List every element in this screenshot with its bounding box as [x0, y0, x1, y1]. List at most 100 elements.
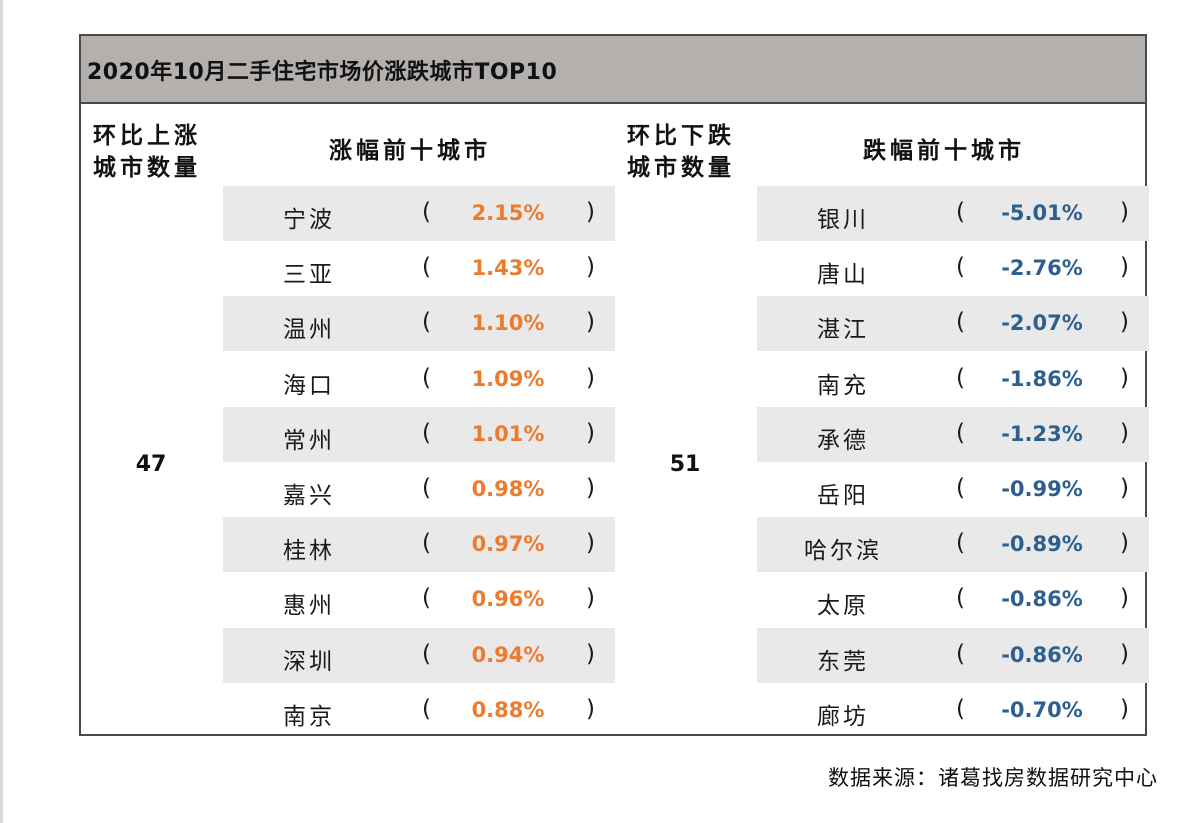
open-paren: ( [422, 695, 431, 722]
close-paren: ) [586, 475, 595, 501]
rising-city-name: 海口 [283, 372, 335, 399]
open-paren: ( [956, 254, 965, 281]
open-paren: ( [956, 199, 965, 225]
close-paren: ) [586, 309, 595, 336]
falling-change-value: -0.86% [1001, 642, 1083, 667]
open-paren: ( [422, 254, 431, 281]
close-paren: ) [1120, 585, 1129, 612]
falling-row: 太原 ( -0.86%) [757, 572, 1149, 627]
close-paren: ) [586, 364, 595, 391]
rising-count-value: 47 [135, 452, 167, 477]
rising-row: 常州 (1.01%) [223, 406, 615, 462]
falling-change-value: -1.86% [1001, 366, 1083, 391]
falling-change-value: -5.01% [1001, 201, 1083, 225]
close-paren: ) [1120, 254, 1129, 281]
close-paren: ) [586, 419, 595, 446]
open-paren: ( [956, 695, 965, 722]
rising-row: 宁波 (2.15%) [223, 186, 615, 241]
falling-count-header-line-2: 城市数量 [627, 155, 735, 181]
falling-row: 唐山 (-2.76%) [757, 241, 1149, 296]
falling-list-header: 跌幅前十城市 [863, 138, 1025, 164]
falling-row: 南充 ( -1.86%) [757, 352, 1149, 407]
rising-city-name: 嘉兴 [283, 483, 335, 509]
rising-count-header: 环比上涨 城市数量 [93, 120, 201, 184]
rising-city-name: 温州 [283, 317, 335, 344]
rising-row: 南京 (0.88%) [223, 683, 615, 738]
rising-row: 三亚 (1.43%) [223, 241, 615, 296]
falling-city-name: 太原 [817, 593, 869, 620]
rising-city-name: 三亚 [283, 262, 335, 289]
rising-count-header-line-1: 环比上涨 [93, 123, 201, 149]
rising-row: 惠州 (0.96%) [223, 572, 615, 627]
rising-change-value: 0.98% [471, 477, 545, 501]
rising-row: 海口 (1.09%) [223, 352, 615, 407]
rising-change-value: 1.09% [471, 366, 545, 391]
close-paren: ) [1120, 640, 1129, 667]
falling-count-value: 51 [669, 452, 701, 477]
falling-row: 廊坊 ( -0.70%) [757, 683, 1149, 738]
falling-change-value: -0.99% [1001, 477, 1083, 501]
falling-city-name: 东莞 [817, 648, 869, 675]
close-paren: ) [1120, 419, 1129, 446]
falling-row: 湛江 ( -2.07%) [757, 296, 1149, 352]
falling-row: 银川 (-5.01%) [757, 186, 1149, 241]
price-change-table: 2020年10月二手住宅市场价涨跌城市TOP10 环比上涨 城市数量 涨幅前十城… [79, 34, 1149, 738]
falling-city-name: 唐山 [817, 262, 869, 289]
rising-city-name: 惠州 [283, 593, 335, 620]
open-paren: ( [956, 475, 965, 501]
falling-city-name: 哈尔滨 [804, 538, 882, 565]
open-paren: ( [956, 364, 965, 391]
rising-city-name: 桂林 [283, 538, 335, 565]
open-paren: ( [956, 530, 965, 557]
open-paren: ( [422, 364, 431, 391]
rising-list-header: 涨幅前十城市 [329, 138, 491, 164]
rising-city-name: 常州 [283, 427, 335, 454]
falling-city-name: 湛江 [817, 317, 869, 344]
open-paren: ( [422, 640, 431, 667]
close-paren: ) [1120, 309, 1129, 336]
rising-row: 温州 (1.10%) [223, 296, 615, 352]
open-paren: ( [422, 585, 431, 612]
close-paren: ) [1120, 695, 1129, 722]
rising-change-value: 0.94% [471, 642, 545, 667]
table-title-bar: 2020年10月二手住宅市场价涨跌城市TOP10 [81, 36, 1145, 104]
open-paren: ( [956, 309, 965, 336]
falling-city-name: 廊坊 [817, 703, 869, 730]
open-paren: ( [956, 640, 965, 667]
rising-city-name: 南京 [283, 703, 335, 730]
falling-city-name: 南充 [817, 372, 869, 399]
left-edge-divider [0, 0, 3, 823]
falling-change-value: -0.89% [1001, 532, 1083, 557]
falling-row: 东莞 ( -0.86%) [757, 627, 1149, 683]
rising-change-value: 1.01% [471, 421, 545, 446]
open-paren: ( [422, 419, 431, 446]
close-paren: ) [586, 254, 595, 281]
falling-city-name: 银川 [817, 207, 869, 233]
falling-change-value: -0.70% [1001, 697, 1083, 722]
close-paren: ) [586, 695, 595, 722]
open-paren: ( [422, 475, 431, 501]
close-paren: ) [1120, 364, 1129, 391]
rising-city-name: 深圳 [283, 648, 335, 675]
rising-row: 桂林 (0.97%) [223, 517, 615, 573]
falling-row: 岳阳 ( -0.99%) [757, 462, 1149, 517]
rising-change-value: 1.10% [471, 311, 545, 336]
open-paren: ( [422, 530, 431, 557]
falling-count-header: 环比下跌 城市数量 [627, 120, 735, 184]
open-paren: ( [956, 419, 965, 446]
close-paren: ) [1120, 475, 1129, 501]
falling-change-value: -0.86% [1001, 587, 1083, 612]
open-paren: ( [956, 585, 965, 612]
close-paren: ) [586, 199, 595, 225]
rising-change-value: 0.97% [471, 532, 545, 557]
falling-row: 哈尔滨 ( -0.89%) [757, 517, 1149, 573]
close-paren: ) [1120, 530, 1129, 557]
falling-change-value: -2.07% [1001, 311, 1083, 336]
rising-row: 嘉兴 (0.98%) [223, 462, 615, 517]
falling-city-name: 岳阳 [817, 483, 869, 509]
falling-change-value: -1.23% [1001, 421, 1083, 446]
rising-row: 深圳 (0.94%) [223, 627, 615, 683]
rising-change-value: 0.88% [471, 697, 545, 722]
rising-count-header-line-2: 城市数量 [93, 155, 201, 181]
